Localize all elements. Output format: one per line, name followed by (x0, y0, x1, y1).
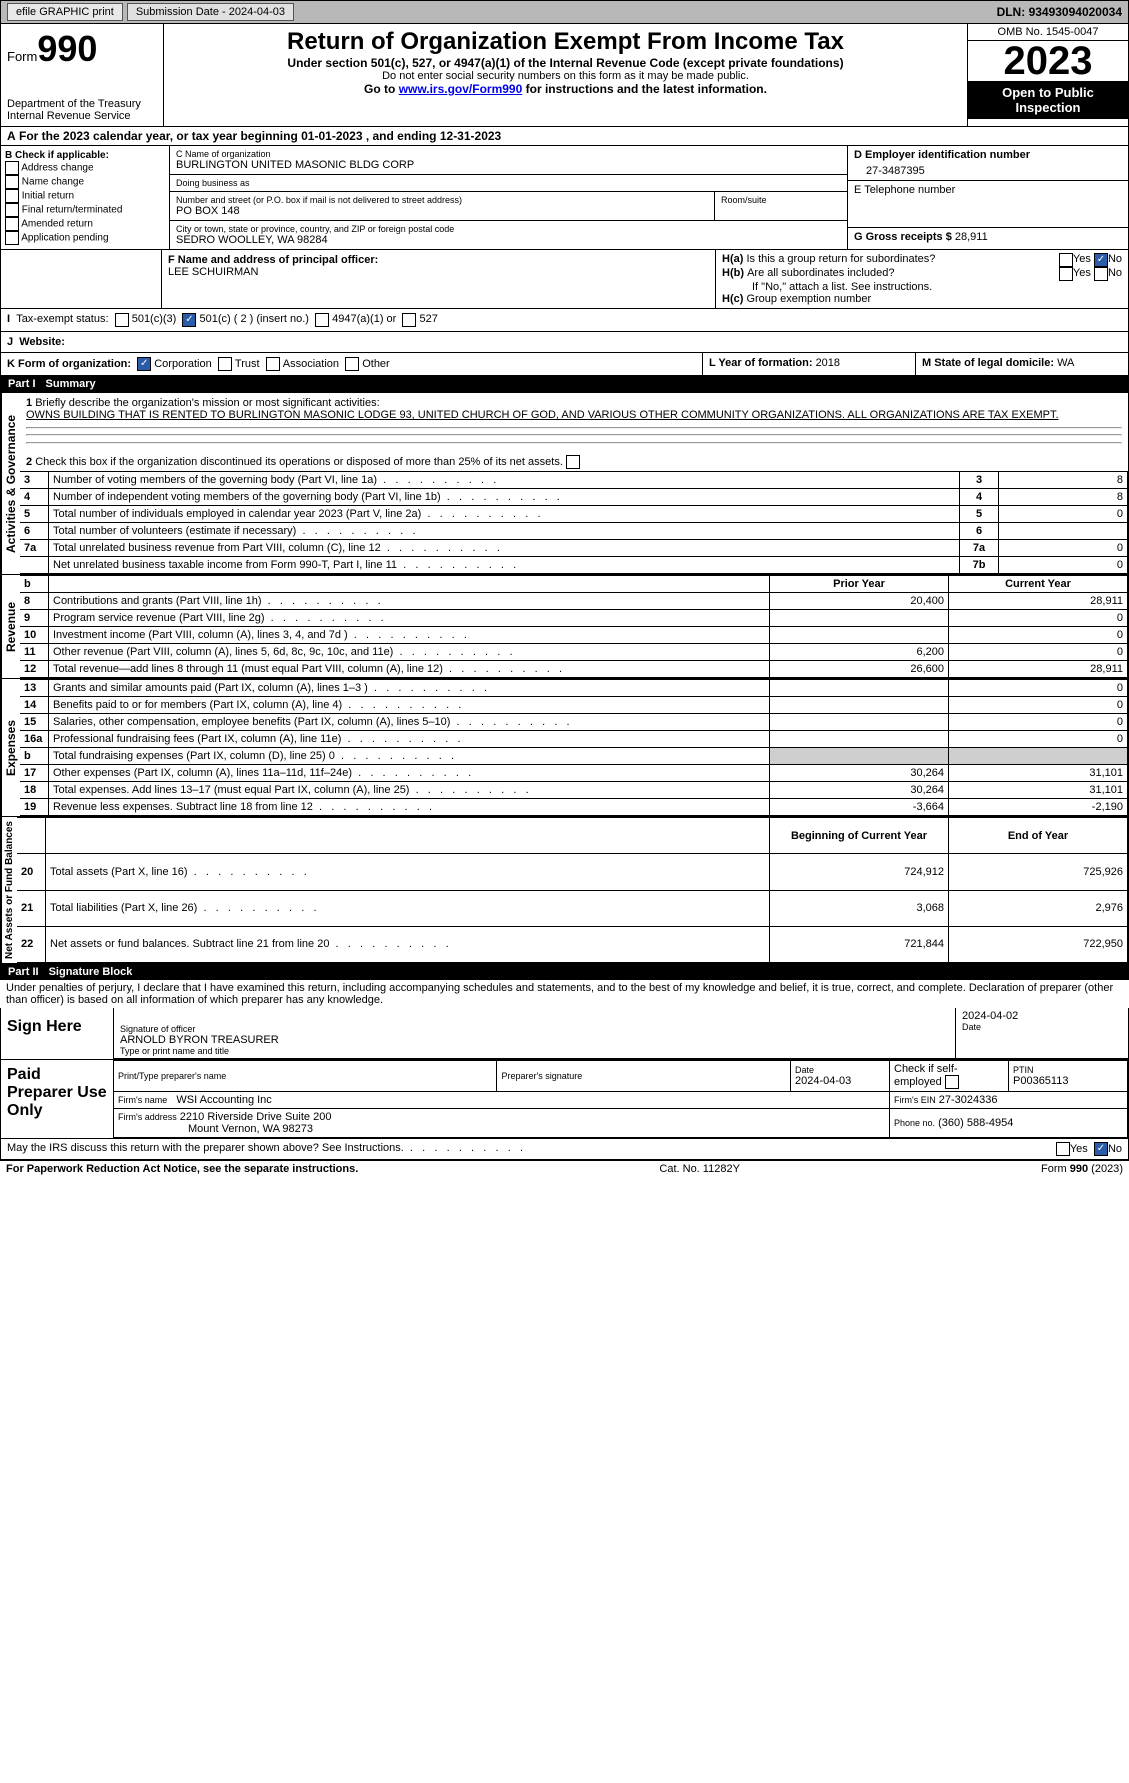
na-table: Beginning of Current YearEnd of Year 20T… (17, 817, 1128, 963)
501c-checkbox[interactable]: ✓ (182, 313, 196, 327)
section-rev-label: Revenue (1, 575, 20, 678)
part-ii-header: Part IISignature Block (0, 964, 1129, 980)
form-number: Form990 (7, 28, 157, 70)
ha-no-checkbox[interactable]: ✓ (1094, 253, 1108, 267)
irs: Internal Revenue Service (7, 110, 157, 122)
org-name: BURLINGTON UNITED MASONIC BLDG CORP (176, 159, 841, 171)
hb-yes-checkbox[interactable] (1059, 267, 1073, 281)
checkbox-icon[interactable] (5, 161, 19, 175)
perjury-statement: Under penalties of perjury, I declare th… (0, 980, 1129, 1008)
form-subtitle: Under section 501(c), 527, or 4947(a)(1)… (168, 56, 963, 70)
room-label: Room/suite (721, 195, 841, 205)
year-formation-label: L Year of formation: (709, 357, 816, 369)
rev-table: bPrior YearCurrent Year 8Contributions a… (20, 575, 1128, 678)
website-label: Website: (19, 336, 65, 348)
checkbox-icon[interactable] (5, 175, 19, 189)
form-header: Form990 Department of the Treasury Inter… (0, 24, 1129, 127)
discuss-label: May the IRS discuss this return with the… (7, 1142, 523, 1156)
section-b: B Check if applicable: Address change Na… (1, 146, 170, 249)
4947-checkbox[interactable] (315, 313, 329, 327)
trust-checkbox[interactable] (218, 357, 232, 371)
corp-checkbox[interactable]: ✓ (137, 357, 151, 371)
sig-officer-name: ARNOLD BYRON TREASURER (120, 1034, 949, 1046)
firm-ein: 27-3024336 (939, 1094, 998, 1106)
top-bar: efile GRAPHIC print Submission Date - 20… (0, 0, 1129, 24)
ssn-warning: Do not enter social security numbers on … (168, 70, 963, 82)
501c3-checkbox[interactable] (115, 313, 129, 327)
form-title: Return of Organization Exempt From Incom… (168, 28, 963, 56)
527-checkbox[interactable] (402, 313, 416, 327)
section-exp-label: Expenses (1, 679, 20, 816)
hb-label: Are all subordinates included? (747, 267, 1059, 281)
ha-label: Is this a group return for subordinates? (746, 253, 1058, 267)
line-a-tax-year: A For the 2023 calendar year, or tax yea… (0, 127, 1129, 146)
ein: 27-3487395 (854, 161, 1122, 177)
gross-receipts: 28,911 (955, 231, 988, 243)
ptin: P00365113 (1013, 1075, 1068, 1087)
state-domicile-label: M State of legal domicile: (922, 357, 1057, 369)
firm-name: WSI Accounting Inc (176, 1094, 271, 1106)
dln: DLN: 93493094020034 (997, 5, 1122, 19)
part-i-header: Part ISummary (0, 376, 1129, 392)
tax-exempt-label: Tax-exempt status: (16, 313, 108, 327)
addr-label: Number and street (or P.O. box if mail i… (176, 195, 708, 205)
phone-label: E Telephone number (854, 184, 1122, 196)
line2-checkbox[interactable] (566, 455, 580, 469)
addr: PO BOX 148 (176, 205, 708, 217)
paid-preparer-label: Paid Preparer Use Only (1, 1060, 113, 1138)
assoc-checkbox[interactable] (266, 357, 280, 371)
footer: For Paperwork Reduction Act Notice, see … (0, 1160, 1129, 1177)
hc-label: Group exemption number (746, 293, 871, 305)
city: SEDRO WOOLLEY, WA 98284 (176, 234, 841, 246)
line2-label: Check this box if the organization disco… (35, 456, 563, 468)
section-ag-label: Activities & Governance (1, 393, 20, 574)
checkbox-icon[interactable] (5, 231, 19, 245)
firm-phone: (360) 588-4954 (938, 1117, 1013, 1129)
checkbox-icon[interactable] (5, 217, 19, 231)
dept-treasury: Department of the Treasury (7, 98, 157, 110)
discuss-no-checkbox[interactable]: ✓ (1094, 1142, 1108, 1156)
ag-table: 3Number of voting members of the governi… (20, 471, 1128, 574)
preparer-date: 2024-04-03 (795, 1075, 851, 1087)
submission-date: Submission Date - 2024-04-03 (127, 3, 294, 21)
efile-print-button[interactable]: efile GRAPHIC print (7, 3, 123, 21)
gross-receipts-label: G Gross receipts $ (854, 231, 952, 243)
other-checkbox[interactable] (345, 357, 359, 371)
org-name-label: C Name of organization (176, 149, 841, 159)
checkbox-icon[interactable] (5, 203, 19, 217)
hb-no-checkbox[interactable] (1094, 267, 1108, 281)
dba-label: Doing business as (176, 178, 841, 188)
ha-yes-checkbox[interactable] (1059, 253, 1073, 267)
city-label: City or town, state or province, country… (176, 224, 841, 234)
self-employed-checkbox[interactable] (945, 1075, 959, 1089)
officer-label: F Name and address of principal officer: (168, 254, 709, 266)
exp-table: 13Grants and similar amounts paid (Part … (20, 679, 1128, 816)
checkbox-icon[interactable] (5, 189, 19, 203)
sig-officer-label: Signature of officer (120, 1024, 949, 1034)
sign-here-label: Sign Here (1, 1008, 113, 1059)
irs-link[interactable]: www.irs.gov/Form990 (399, 82, 523, 96)
open-to-public: Open to Public Inspection (968, 81, 1128, 119)
tax-year: 2023 (968, 41, 1128, 81)
sig-date: 2024-04-02 (962, 1010, 1122, 1022)
discuss-yes-checkbox[interactable] (1056, 1142, 1070, 1156)
hb-note: If "No," attach a list. See instructions… (722, 281, 1122, 293)
firm-addr: 2210 Riverside Drive Suite 200 (180, 1111, 332, 1123)
mission-label: Briefly describe the organization's miss… (35, 397, 379, 409)
form-org-label: K Form of organization: (7, 358, 131, 370)
ein-label: D Employer identification number (854, 149, 1122, 161)
mission-text: OWNS BUILDING THAT IS RENTED TO BURLINGT… (26, 409, 1059, 421)
officer-name: LEE SCHUIRMAN (168, 266, 709, 278)
section-na-label: Net Assets or Fund Balances (1, 817, 17, 963)
instructions-link: Go to www.irs.gov/Form990 for instructio… (168, 82, 963, 96)
